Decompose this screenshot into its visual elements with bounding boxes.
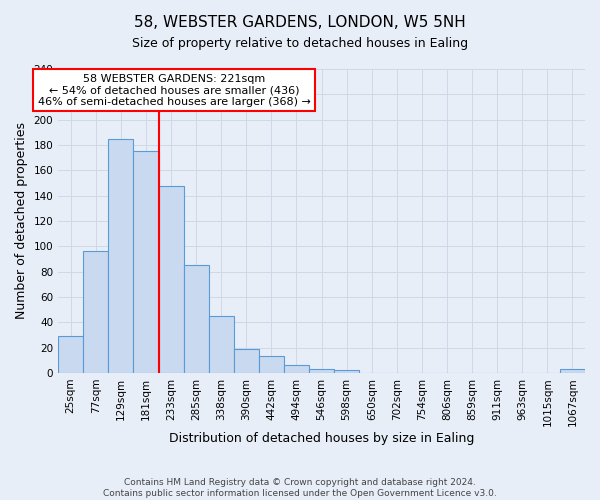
- Bar: [158, 186, 184, 373]
- Bar: [560, 369, 585, 373]
- X-axis label: Distribution of detached houses by size in Ealing: Distribution of detached houses by size …: [169, 432, 474, 445]
- Bar: [184, 266, 209, 373]
- Bar: [234, 349, 259, 373]
- Text: 58 WEBSTER GARDENS: 221sqm
← 54% of detached houses are smaller (436)
46% of sem: 58 WEBSTER GARDENS: 221sqm ← 54% of deta…: [38, 74, 311, 107]
- Bar: [259, 356, 284, 373]
- Bar: [109, 138, 133, 373]
- Text: 58, WEBSTER GARDENS, LONDON, W5 5NH: 58, WEBSTER GARDENS, LONDON, W5 5NH: [134, 15, 466, 30]
- Bar: [284, 366, 309, 373]
- Bar: [58, 336, 83, 373]
- Bar: [133, 152, 158, 373]
- Text: Size of property relative to detached houses in Ealing: Size of property relative to detached ho…: [132, 38, 468, 51]
- Bar: [309, 369, 334, 373]
- Bar: [209, 316, 234, 373]
- Bar: [334, 370, 359, 373]
- Text: Contains HM Land Registry data © Crown copyright and database right 2024.
Contai: Contains HM Land Registry data © Crown c…: [103, 478, 497, 498]
- Y-axis label: Number of detached properties: Number of detached properties: [15, 122, 28, 320]
- Bar: [83, 252, 109, 373]
